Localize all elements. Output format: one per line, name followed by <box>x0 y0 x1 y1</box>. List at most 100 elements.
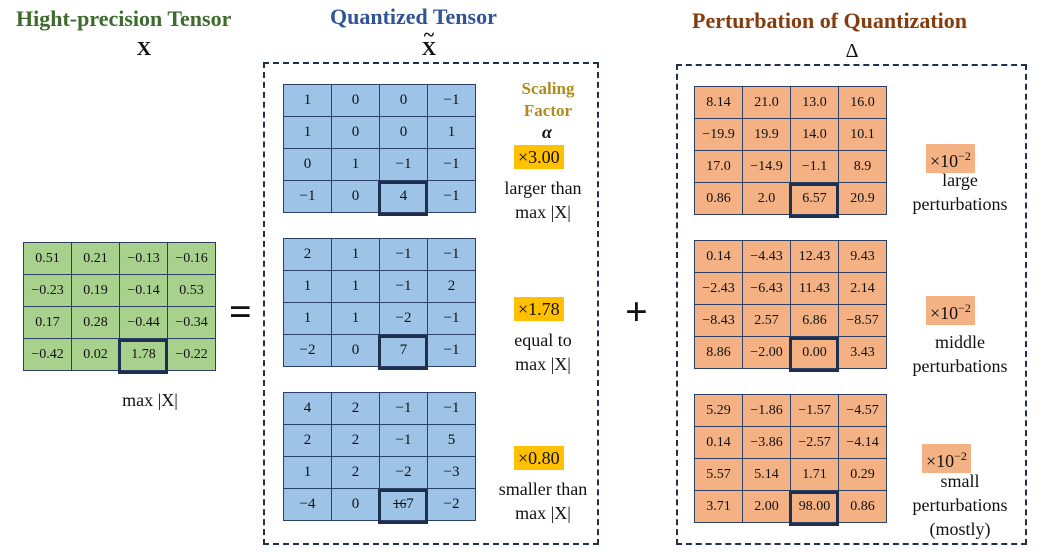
matrix-row: 0.51 0.21 −0.13 −0.16 <box>23 242 216 275</box>
matrix-cell: −0.16 <box>167 242 216 275</box>
clamped-value: 7 <box>406 496 414 512</box>
matrix-row: 0.14 −3.86 −2.57 −4.14 <box>694 426 887 459</box>
quantized-symbol: ~ X <box>419 24 439 61</box>
perturbation-description-line1: large <box>942 170 978 190</box>
matrix-cell: 0 <box>283 148 332 181</box>
matrix-cell: 0 <box>331 84 380 117</box>
perturbation-symbol: Δ <box>845 40 859 62</box>
matrix-cell: 1 <box>283 302 332 335</box>
quantized-symbol-letter: X <box>421 38 437 60</box>
matrix-cell: 2 <box>331 392 380 425</box>
scaling-factor-badge: ×0.80 <box>514 446 564 470</box>
perturbation-scale-badge: ×10−2 <box>926 144 975 173</box>
matrix-cell: 13.0 <box>790 86 839 119</box>
matrix-row: −0.42 0.02 1.78 −0.22 <box>23 338 216 371</box>
matrix-cell: −1 <box>427 334 476 367</box>
matrix-cell: 1 <box>283 84 332 117</box>
matrix-cell: 21.0 <box>742 86 791 119</box>
matrix-row: 1 0 0 1 <box>283 116 476 149</box>
matrix-cell: 0.19 <box>71 274 120 307</box>
matrix-cell: 0.51 <box>23 242 72 275</box>
matrix-cell: −1 <box>379 270 428 303</box>
perturbation-title: Perturbation of Quantization <box>692 8 967 33</box>
matrix-cell: 0.17 <box>23 306 72 339</box>
matrix-cell: 1.78 <box>119 338 168 371</box>
matrix-row: −1 0 4 −1 <box>283 180 476 213</box>
perturbation-scale-badge: ×10−2 <box>922 444 971 473</box>
matrix-cell: −0.14 <box>119 274 168 307</box>
matrix-row: 1 1 −1 2 <box>283 270 476 303</box>
matrix-cell: 8.14 <box>694 86 743 119</box>
matrix-cell: 1 <box>331 238 380 271</box>
matrix-row: 0.86 2.0 6.57 20.9 <box>694 182 887 215</box>
tilde-accent: ~ <box>423 24 435 46</box>
matrix-cell: −6.43 <box>742 272 791 305</box>
case-description: equal to max |X| <box>488 328 598 376</box>
perturbation-box <box>676 64 1027 545</box>
matrix-cell: −1 <box>379 148 428 181</box>
high-precision-title: Hight-precision Tensor <box>16 6 232 31</box>
matrix-cell: 1.71 <box>790 458 839 491</box>
perturbation-description-line1: small <box>940 471 980 491</box>
matrix-cell: 12.43 <box>790 240 839 273</box>
perturbation-matrix-small: 5.29 −1.86 −1.57 −4.57 0.14 −3.86 −2.57 … <box>694 394 887 523</box>
matrix-cell: 5.57 <box>694 458 743 491</box>
perturbation-description-line1: middle <box>935 332 985 352</box>
matrix-cell: 0 <box>331 488 380 521</box>
matrix-row: 0.17 0.28 −0.44 −0.34 <box>23 306 216 339</box>
matrix-cell: 8.86 <box>694 336 743 369</box>
matrix-cell: −2 <box>427 488 476 521</box>
matrix-cell: −8.43 <box>694 304 743 337</box>
quantized-matrix-equal: 2 1 −1 −1 1 1 −1 2 1 1 −2 −1 −2 0 7 −1 <box>283 238 476 367</box>
matrix-row: 2 1 −1 −1 <box>283 238 476 271</box>
equals-operator: = <box>229 289 252 334</box>
perturbation-description-line2: perturbations <box>912 495 1008 515</box>
matrix-cell: 14.0 <box>790 118 839 151</box>
matrix-cell: 7 <box>379 334 428 367</box>
matrix-cell: 1 <box>331 270 380 303</box>
matrix-row: 0 1 −1 −1 <box>283 148 476 181</box>
matrix-cell: 0.14 <box>694 426 743 459</box>
perturbation-matrix-large: 8.14 21.0 13.0 16.0 −19.9 19.9 14.0 10.1… <box>694 86 887 215</box>
matrix-cell: 4 <box>379 180 428 213</box>
matrix-cell: 2.0 <box>742 182 791 215</box>
quantized-matrix-large: 1 0 0 −1 1 0 0 1 0 1 −1 −1 −1 0 4 −1 <box>283 84 476 213</box>
matrix-cell: 1 <box>283 116 332 149</box>
matrix-row: −8.43 2.57 6.86 −8.57 <box>694 304 887 337</box>
matrix-cell: −1.57 <box>790 394 839 427</box>
matrix-cell: 2.00 <box>742 490 791 523</box>
matrix-row: 0.14 −4.43 12.43 9.43 <box>694 240 887 273</box>
matrix-cell: −4.14 <box>838 426 887 459</box>
perturbation-description: small perturbations (mostly) <box>900 469 1020 541</box>
matrix-cell: −4 <box>283 488 332 521</box>
matrix-cell: 4 <box>283 392 332 425</box>
matrix-cell: −0.23 <box>23 274 72 307</box>
matrix-cell: 2.57 <box>742 304 791 337</box>
matrix-row: 17.0 −14.9 −1.1 8.9 <box>694 150 887 183</box>
matrix-cell: −1.1 <box>790 150 839 183</box>
matrix-cell: −1 <box>379 238 428 271</box>
perturbation-description-line2: perturbations <box>912 194 1008 214</box>
matrix-row: −2 0 7 −1 <box>283 334 476 367</box>
matrix-cell: −4.57 <box>838 394 887 427</box>
matrix-cell: −1 <box>379 424 428 457</box>
matrix-cell: 98.00 <box>790 490 839 523</box>
matrix-cell: −1 <box>427 238 476 271</box>
scale-exponent: −2 <box>954 449 967 463</box>
matrix-row: 1 2 −2 −3 <box>283 456 476 489</box>
matrix-cell: 167 <box>379 488 428 521</box>
matrix-row: −4 0 167 −2 <box>283 488 476 521</box>
matrix-cell: −0.44 <box>119 306 168 339</box>
matrix-cell: −0.13 <box>119 242 168 275</box>
matrix-cell: 2 <box>331 456 380 489</box>
matrix-cell: 0 <box>379 84 428 117</box>
matrix-cell: 1 <box>331 148 380 181</box>
matrix-cell: −0.34 <box>167 306 216 339</box>
matrix-cell: 2 <box>427 270 476 303</box>
matrix-cell: 9.43 <box>838 240 887 273</box>
matrix-cell: 0.21 <box>71 242 120 275</box>
matrix-row: 8.14 21.0 13.0 16.0 <box>694 86 887 119</box>
matrix-cell: −14.9 <box>742 150 791 183</box>
scale-exponent: −2 <box>958 301 971 315</box>
matrix-row: 5.57 5.14 1.71 0.29 <box>694 458 887 491</box>
